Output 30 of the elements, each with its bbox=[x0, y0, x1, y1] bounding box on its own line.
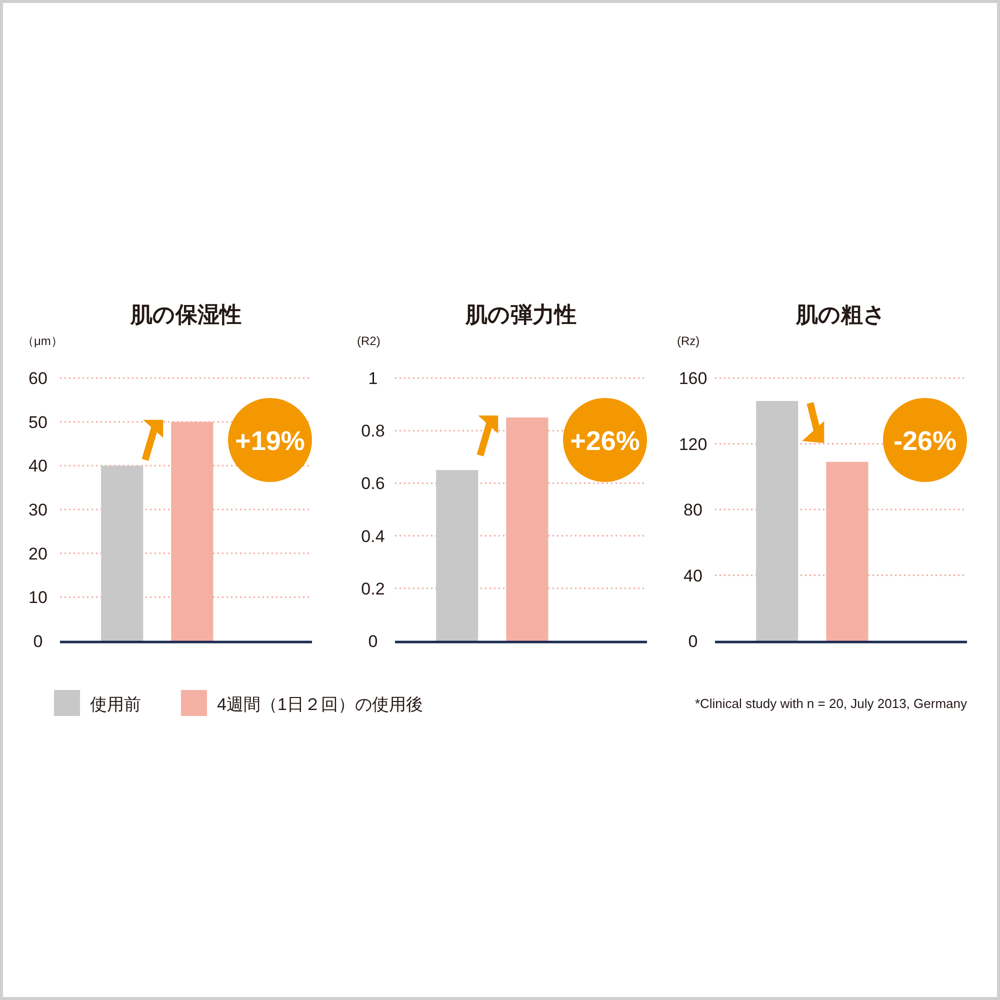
annotation: +19% bbox=[235, 426, 305, 456]
y-tick-label: 160 bbox=[678, 369, 708, 388]
legend-label: 使用前 bbox=[90, 695, 141, 714]
y-tick-label: 60 bbox=[28, 369, 48, 388]
y-tick-label: 40 bbox=[28, 456, 48, 476]
y-tick-label: 0.8 bbox=[361, 422, 385, 441]
y-tick-label: 0 bbox=[368, 632, 378, 651]
y-tick-label: 40 bbox=[684, 566, 702, 586]
legend-label: 4週間（1日２回）の使用後 bbox=[217, 695, 423, 714]
text: *Clinical study with n = 20, July 2013, Germany bbox=[694, 696, 968, 711]
y-tick-label: 50 bbox=[28, 412, 48, 432]
annotation: -26% bbox=[893, 426, 957, 456]
y-tick-label: 20 bbox=[28, 544, 48, 564]
y-tick-label: 1 bbox=[368, 369, 378, 388]
y-axis-title: (Rz) bbox=[677, 334, 700, 348]
y-tick-label: 0.2 bbox=[361, 579, 385, 598]
chart-title: 肌の弾力性 bbox=[464, 302, 576, 327]
y-tick-label: 0 bbox=[33, 632, 43, 651]
annotation: +26% bbox=[570, 426, 640, 456]
y-axis-title: (R2) bbox=[357, 334, 380, 348]
y-tick-label: 0.6 bbox=[361, 474, 385, 494]
chart-title: 肌の粗さ bbox=[795, 302, 886, 327]
y-axis-title: （μm） bbox=[22, 334, 63, 348]
y-tick-label: 80 bbox=[684, 500, 702, 520]
y-tick-label: 0.4 bbox=[361, 526, 385, 546]
y-tick-label: 0 bbox=[688, 632, 698, 651]
chart-title: 肌の保湿性 bbox=[130, 302, 242, 327]
y-tick-label: 10 bbox=[28, 588, 48, 608]
y-tick-label: 120 bbox=[678, 434, 708, 454]
y-tick-label: 30 bbox=[28, 500, 48, 520]
